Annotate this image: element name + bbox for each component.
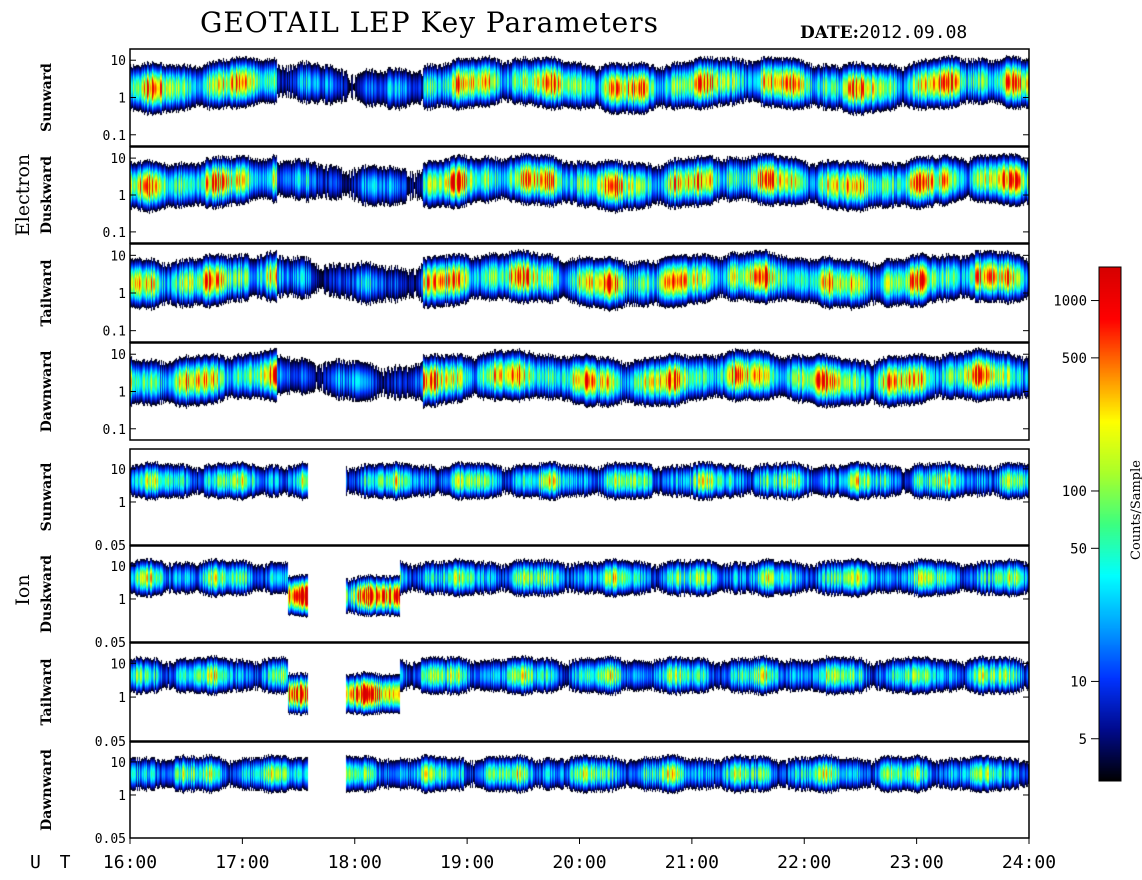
spectrogram-ion-duskward (130, 546, 1029, 642)
colorbar (1099, 267, 1121, 781)
date-readout: DATE:2012.09.08 (800, 22, 967, 43)
x-tick-label: 23:00 (890, 852, 944, 873)
x-axis-label: U T (30, 852, 75, 873)
spectrogram-electron-dawnward (130, 343, 1029, 440)
y-tick-label: 1 (118, 691, 126, 706)
y-tick-label: 0.05 (95, 735, 126, 750)
y-tick-label: 10 (110, 756, 126, 771)
y-tick-label: 0.1 (103, 129, 126, 144)
y-tick-label: 10 (110, 463, 126, 478)
y-tick-label: 10 (110, 657, 126, 672)
panel-label: Tailward (39, 658, 55, 725)
x-tick-label: 24:00 (1002, 852, 1056, 873)
x-tick-label: 19:00 (440, 852, 494, 873)
figure-title: GEOTAIL LEP Key Parameters (200, 6, 659, 39)
panel-label: Duskward (39, 555, 55, 633)
y-tick-label: 10 (110, 152, 126, 167)
y-tick-label: 1 (118, 593, 126, 608)
spectrogram-electron-duskward (130, 147, 1029, 243)
panel-label: Duskward (39, 156, 55, 234)
panel-frame (129, 642, 1030, 742)
spectrogram-ion-dawnward (130, 742, 1029, 838)
y-tick-label: 0.05 (95, 832, 126, 847)
y-tick-label: 1 (118, 287, 126, 302)
x-tick-label: 20:00 (552, 852, 606, 873)
panel-label: Sunward (39, 63, 55, 132)
y-tick-label: 1 (118, 189, 126, 204)
y-tick-label: 10 (110, 249, 126, 264)
panel-label: Dawnward (39, 350, 55, 432)
colorbar-tick-label: 1000 (1053, 294, 1087, 310)
colorbar-tick-label: 50 (1070, 541, 1087, 557)
y-tick-label: 10 (110, 54, 126, 69)
spectrogram-ion-tailward (130, 643, 1029, 741)
panel-frame (129, 448, 1030, 546)
spectrogram-ion-sunward (130, 449, 1029, 545)
panel-label: Sunward (39, 462, 55, 531)
y-tick-label: 0.1 (103, 423, 126, 438)
x-tick-label: 21:00 (665, 852, 719, 873)
spectrogram-electron-sunward (130, 49, 1029, 146)
y-tick-label: 0.05 (95, 636, 126, 651)
panel-frame (129, 545, 1030, 643)
colorbar-tick-label: 100 (1062, 484, 1087, 500)
y-tick-label: 10 (110, 348, 126, 363)
x-tick-label: 16:00 (103, 852, 157, 873)
colorbar-tick-label: 5 (1079, 732, 1087, 748)
colorbar-tick-label: 10 (1070, 674, 1087, 690)
y-tick-label: 10 (110, 560, 126, 575)
date-value: 2012.09.08 (858, 22, 968, 43)
group-label: Electron (12, 154, 34, 236)
y-tick-label: 1 (118, 496, 126, 511)
colorbar-label: Counts/Sample (1129, 460, 1142, 560)
x-tick-label: 17:00 (215, 852, 269, 873)
y-tick-label: 0.1 (103, 325, 126, 340)
y-tick-label: 1 (118, 789, 126, 804)
date-label: DATE: (800, 23, 859, 43)
panel-label: Tailward (39, 259, 55, 326)
x-tick-label: 18:00 (328, 852, 382, 873)
y-tick-label: 0.05 (95, 539, 126, 554)
x-tick-label: 22:00 (777, 852, 831, 873)
y-tick-label: 0.1 (103, 226, 126, 241)
colorbar-frame (1098, 266, 1122, 782)
y-tick-label: 1 (118, 386, 126, 401)
group-label: Ion (12, 574, 34, 605)
y-tick-label: 1 (118, 92, 126, 107)
spectrogram-electron-tailward (130, 244, 1029, 342)
colorbar-tick-label: 500 (1062, 351, 1087, 367)
panel-label: Dawnward (39, 749, 55, 831)
